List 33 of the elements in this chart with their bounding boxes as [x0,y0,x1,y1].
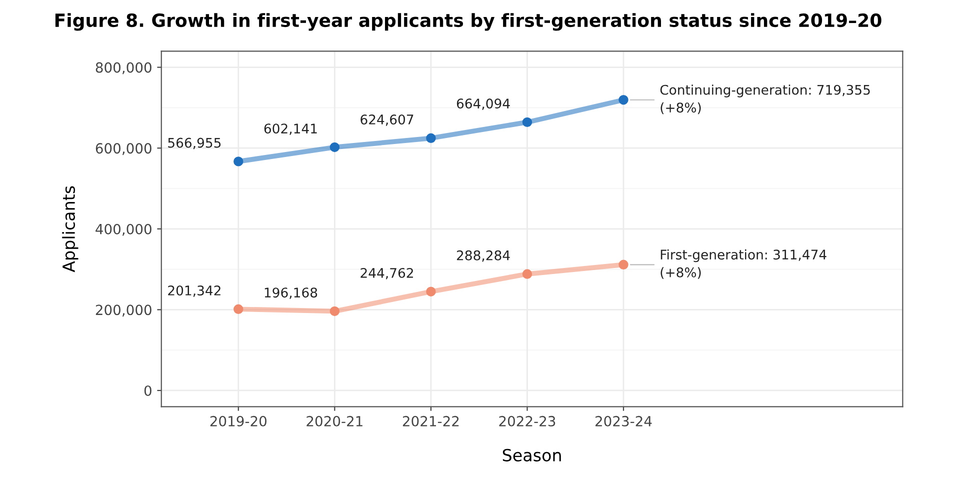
data-label: 664,094 [456,98,510,110]
y-tick-label: 200,000 [96,304,152,317]
point [618,95,628,105]
point [330,306,340,316]
data-label: 566,955 [168,138,221,150]
x-tick-label: 2020-21 [306,416,362,426]
point [522,117,532,128]
data-label: 201,342 [168,286,220,297]
point [234,156,244,166]
y-tick-label: 600,000 [96,143,152,155]
point [426,286,436,296]
y-tick-label: 400,000 [96,224,152,236]
point [618,260,628,270]
chart-title: Figure 8. Growth in first-year applicants by first-generation status since 2019–20 [55,13,882,31]
y-tick-label: 0 [144,385,152,396]
annotation: First-generation: 311,474 (+8%) [660,249,826,279]
point [330,142,340,152]
x-tick-label: 2019-20 [210,416,266,426]
data-label: 624,607 [360,114,414,126]
x-tick-label: 2022-23 [499,416,556,426]
x-tick-label: 2021-22 [402,416,459,426]
x-tick-label: 2023-24 [595,416,652,426]
x-axis-title: Season [502,448,561,462]
data-label: 244,762 [360,268,413,280]
annotation: Continuing-generation: 719,355 (+8%) [660,84,870,114]
data-label: 602,141 [264,124,317,135]
y-tick-label: 800,000 [96,62,152,74]
data-label: 288,284 [456,250,510,262]
point [234,304,244,314]
point [426,133,436,144]
y-axis-title: Applicants [62,186,78,272]
data-label: 196,168 [264,288,318,299]
point [522,269,532,279]
